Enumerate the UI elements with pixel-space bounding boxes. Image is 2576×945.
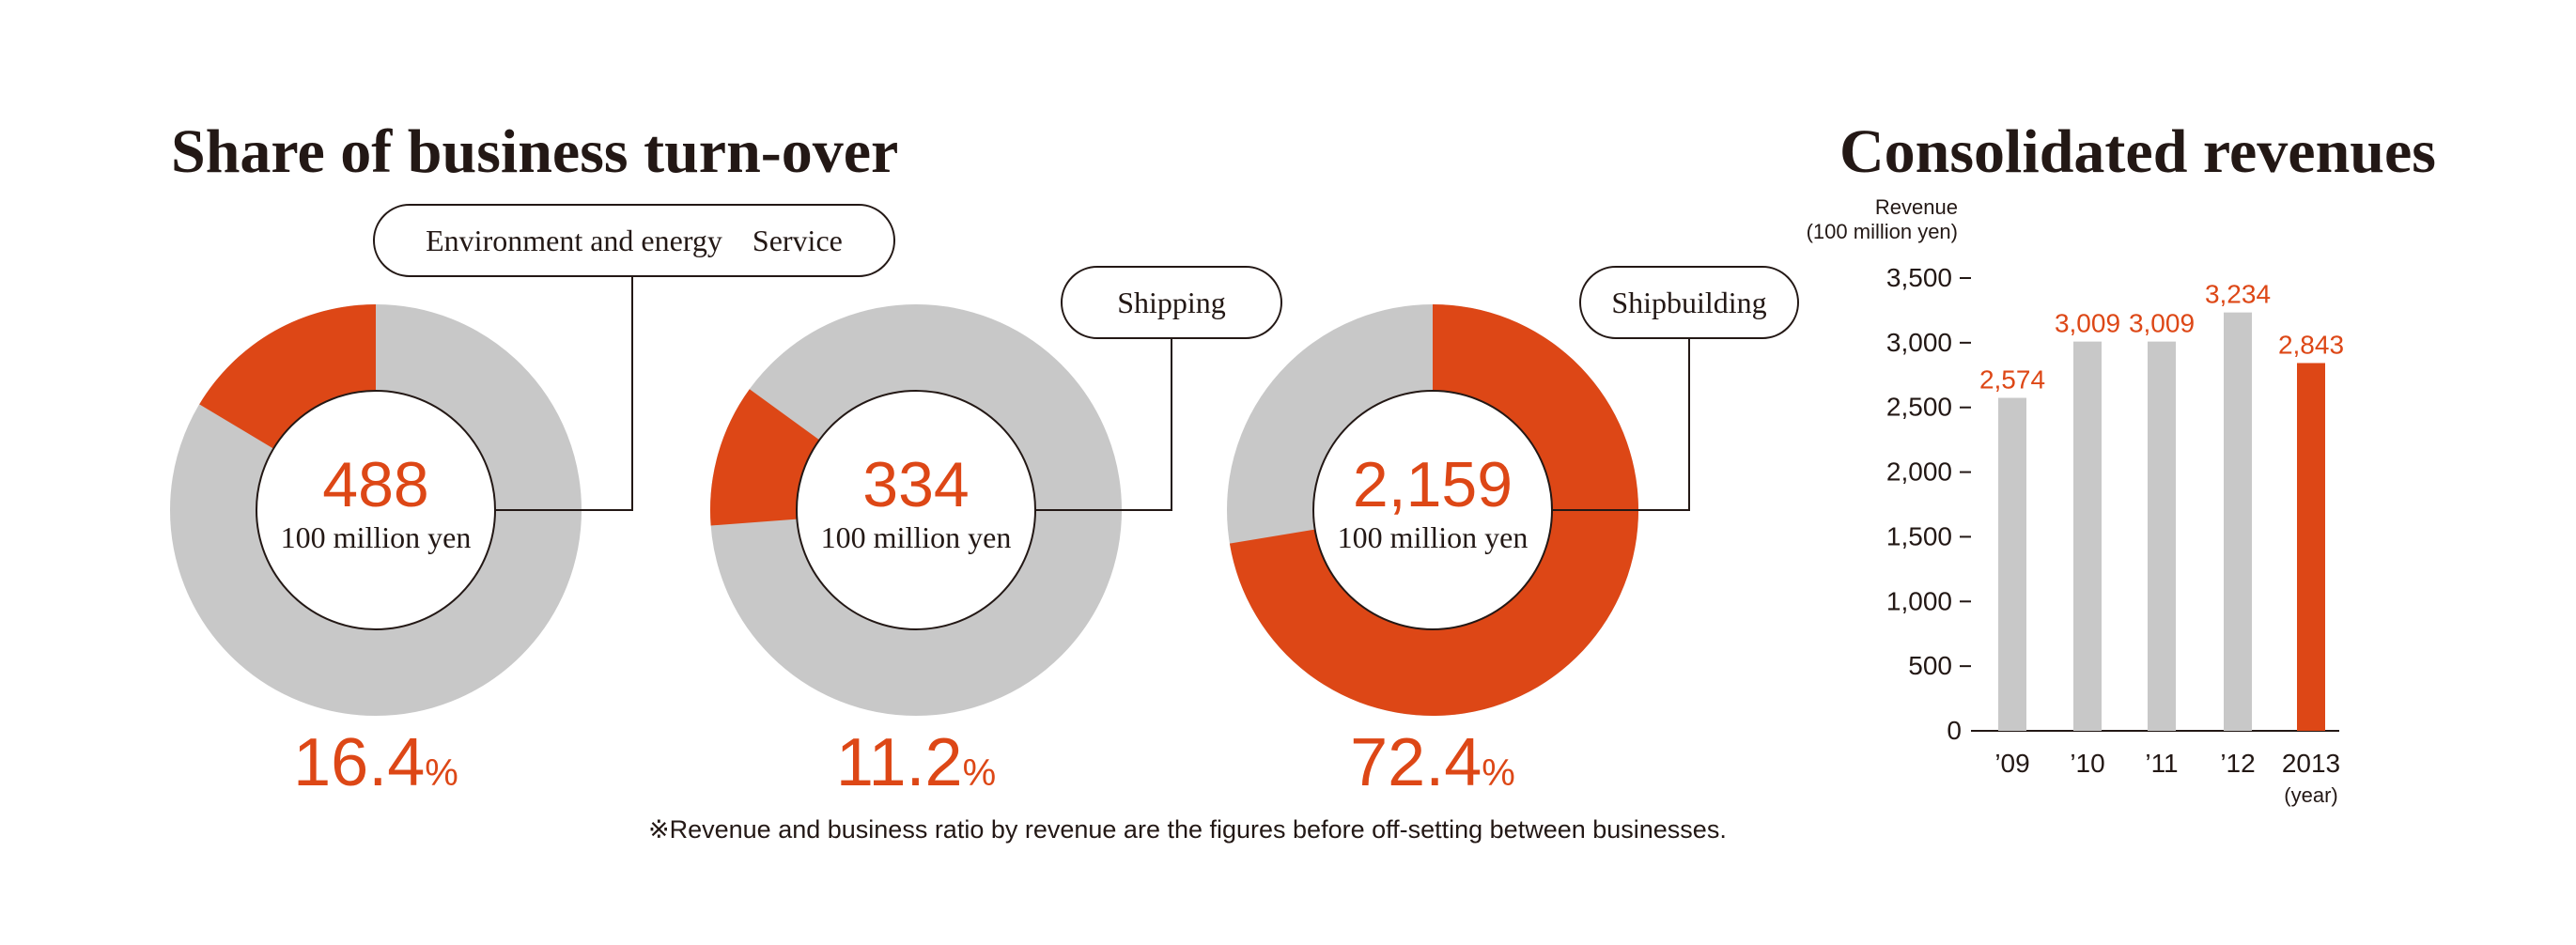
x-tick-label: ’09 [1994, 749, 2029, 778]
bar-4 [2297, 363, 2325, 731]
donut-value: 2,159 [1353, 449, 1513, 520]
donut-percent-value: 72.4 [1350, 725, 1482, 800]
x-tick-label: ’12 [2220, 749, 2255, 778]
y-tick-label: 2,000 [1886, 457, 1952, 487]
donut-slice-share [199, 304, 376, 449]
bar-value-label: 2,574 [1979, 365, 2045, 395]
y-tick-label: 500 [1908, 651, 1952, 680]
donut-percent: 16.4% [293, 725, 458, 800]
donut-percent: 72.4% [1350, 725, 1515, 800]
x-tick-label: ’11 [2145, 749, 2178, 778]
donut-percent-sign: % [425, 752, 458, 794]
segment-label: Shipping [1117, 286, 1226, 319]
segment-label: Shipbuilding [1611, 286, 1766, 319]
y-axis-label-line1: Revenue [1875, 195, 1958, 219]
leader-line [495, 276, 633, 511]
donut-slice-share [1229, 304, 1638, 716]
donut-percent: 11.2% [836, 725, 996, 800]
y-tick-label: 1,500 [1886, 521, 1952, 550]
y-tick-label: 0 [1947, 716, 1962, 745]
y-tick-label: 1,000 [1886, 586, 1952, 615]
revenue-bar-chart: Revenue (100 million yen) (year) 0 500 1,0… [1807, 195, 2344, 807]
bar-3 [2224, 312, 2252, 731]
donut-unit: 100 million yen [281, 520, 472, 554]
y-tick-label: 3,500 [1886, 263, 1952, 292]
x-tick-label: 2013 [2282, 749, 2340, 778]
bar-0 [1998, 397, 2026, 731]
donut-value: 334 [862, 449, 969, 520]
donut-percent-value: 11.2 [836, 725, 963, 800]
footnote: ※Revenue and business ratio by revenue a… [648, 815, 1727, 844]
y-axis-label-line2: (100 million yen) [1807, 220, 1958, 243]
donut-value: 488 [322, 449, 428, 520]
segment-label-pill [1579, 266, 1799, 339]
bar-value-label: 3,234 [2205, 280, 2271, 309]
x-axis-unit: (year) [2284, 783, 2337, 807]
segment-label-pill [373, 204, 895, 277]
donut-percent-sign: % [963, 752, 997, 794]
donut-unit: 100 million yen [821, 520, 1012, 554]
bar-value-label: 3,009 [2129, 309, 2195, 338]
segment-label-pill [1061, 266, 1282, 339]
bar-2 [2148, 341, 2176, 731]
revenues-title: Consolidated revenues [1839, 117, 2436, 186]
donut-percent-sign: % [1482, 752, 1515, 794]
leader-line [1035, 338, 1172, 511]
y-tick-label: 3,000 [1886, 328, 1952, 357]
donut-unit: 100 million yen [1338, 520, 1529, 554]
x-tick-label: ’10 [2070, 749, 2104, 778]
donut-percent-value: 16.4 [293, 725, 425, 800]
leader-line [1552, 338, 1690, 511]
share-title: Share of business turn-over [171, 117, 898, 186]
donut-slice-share [710, 389, 820, 526]
bar-value-label: 3,009 [2055, 309, 2120, 338]
bar-1 [2073, 341, 2102, 731]
y-tick-label: 2,500 [1886, 393, 1952, 422]
segment-label: Environment and energy Service [426, 224, 843, 257]
bar-value-label: 2,843 [2278, 330, 2344, 359]
